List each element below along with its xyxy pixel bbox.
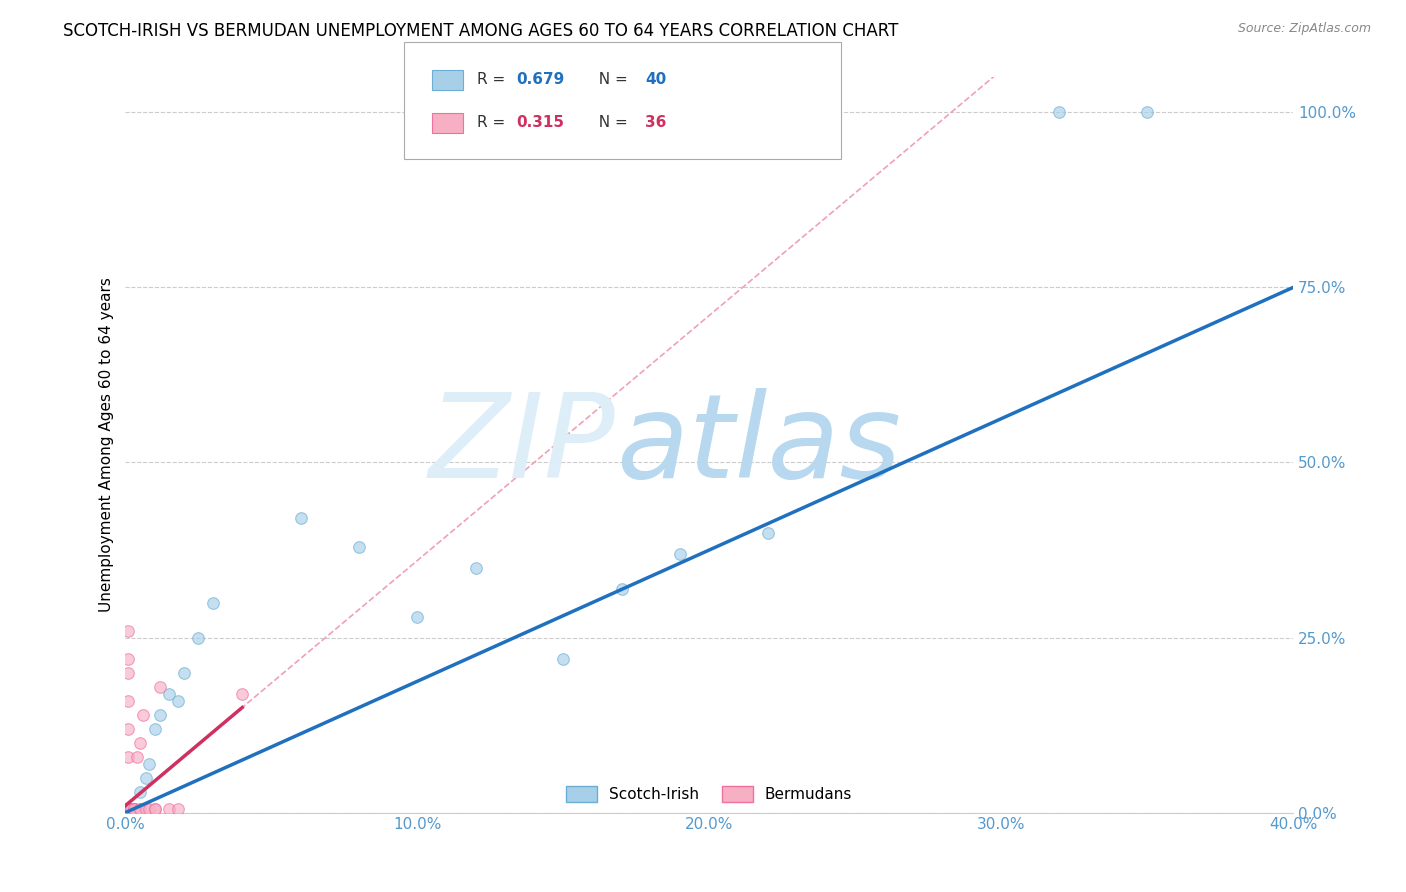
Point [231, 686, 253, 700]
Point [117, 802, 139, 816]
Point [129, 735, 152, 749]
Point [120, 802, 142, 816]
Point [132, 707, 155, 722]
Text: R =: R = [477, 72, 510, 87]
Text: R =: R = [477, 115, 510, 130]
Point [120, 802, 142, 816]
Point [117, 802, 139, 816]
Point [120, 802, 142, 816]
Point [122, 802, 145, 816]
Point [117, 802, 139, 816]
Point [122, 802, 145, 816]
Point [1049, 105, 1071, 120]
Point [149, 680, 172, 694]
Point [117, 802, 139, 816]
Point [120, 802, 142, 816]
Point [122, 802, 145, 816]
Text: Source: ZipAtlas.com: Source: ZipAtlas.com [1237, 22, 1371, 36]
Point [143, 802, 166, 816]
Point [756, 525, 779, 540]
Point [117, 624, 139, 638]
Point [669, 547, 692, 561]
Point [117, 802, 139, 816]
Point [117, 802, 139, 816]
Point [117, 802, 139, 816]
Point [117, 802, 139, 816]
Point [120, 802, 142, 816]
Y-axis label: Unemployment Among Ages 60 to 64 years: Unemployment Among Ages 60 to 64 years [100, 277, 114, 613]
Point [120, 802, 142, 816]
Point [138, 802, 160, 816]
Point [117, 802, 139, 816]
Point [122, 802, 145, 816]
Point [1136, 105, 1159, 120]
Point [120, 802, 142, 816]
Point [129, 802, 152, 816]
Point [135, 771, 157, 785]
Point [167, 802, 190, 816]
Text: 40: 40 [645, 72, 666, 87]
Text: 0.679: 0.679 [516, 72, 564, 87]
Point [553, 651, 575, 665]
Point [187, 631, 209, 645]
Text: SCOTCH-IRISH VS BERMUDAN UNEMPLOYMENT AMONG AGES 60 TO 64 YEARS CORRELATION CHAR: SCOTCH-IRISH VS BERMUDAN UNEMPLOYMENT AM… [63, 22, 898, 40]
Point [138, 756, 160, 771]
Point [117, 802, 139, 816]
Point [120, 802, 142, 816]
Point [117, 802, 139, 816]
Point [202, 595, 225, 609]
Text: atlas: atlas [616, 388, 901, 502]
Point [120, 802, 142, 816]
Point [127, 749, 149, 764]
Point [117, 802, 139, 816]
Text: N =: N = [589, 115, 633, 130]
Point [157, 686, 180, 700]
Point [117, 802, 139, 816]
Point [347, 540, 370, 554]
Point [117, 802, 139, 816]
Point [117, 802, 139, 816]
Text: 0.315: 0.315 [516, 115, 564, 130]
Point [464, 560, 486, 574]
Point [122, 802, 145, 816]
Point [129, 784, 152, 798]
Point [290, 511, 312, 525]
Point [135, 802, 157, 816]
Point [117, 802, 139, 816]
Point [120, 802, 142, 816]
Point [117, 802, 139, 816]
Point [117, 665, 139, 680]
Point [143, 722, 166, 736]
Point [117, 693, 139, 707]
Point [117, 802, 139, 816]
Point [122, 802, 145, 816]
Point [117, 722, 139, 736]
Point [167, 693, 190, 707]
Point [129, 802, 152, 816]
Point [173, 665, 195, 680]
Text: 36: 36 [645, 115, 666, 130]
Point [143, 802, 166, 816]
Point [120, 802, 142, 816]
Point [117, 802, 139, 816]
Text: ZIP: ZIP [429, 388, 616, 502]
Point [610, 582, 633, 596]
Point [149, 707, 172, 722]
Point [406, 609, 429, 624]
Point [157, 802, 180, 816]
Legend: Scotch-Irish, Bermudans: Scotch-Irish, Bermudans [560, 780, 858, 808]
Point [117, 749, 139, 764]
Point [117, 802, 139, 816]
Point [117, 651, 139, 665]
Text: N =: N = [589, 72, 633, 87]
